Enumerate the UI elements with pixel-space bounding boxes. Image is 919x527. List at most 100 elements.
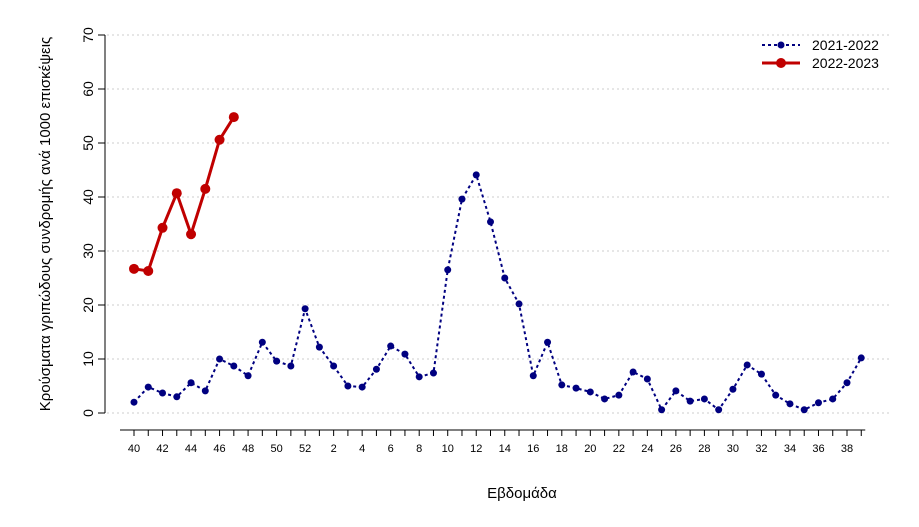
data-point	[130, 398, 138, 406]
data-point	[187, 379, 195, 387]
x-tick-label: 24	[641, 443, 653, 455]
data-point	[201, 387, 209, 395]
x-tick-label: 26	[670, 443, 682, 455]
data-point	[487, 218, 494, 226]
x-tick-label: 42	[156, 443, 168, 455]
x-tick-label: 14	[499, 443, 511, 455]
data-point	[287, 362, 295, 370]
x-tick-label: 4	[359, 443, 365, 455]
x-tick-label: 52	[299, 443, 311, 455]
y-tick-label: 30	[80, 243, 96, 259]
x-tick-label: 28	[698, 443, 710, 455]
data-point	[843, 379, 851, 387]
data-point	[173, 393, 181, 401]
data-point	[857, 354, 865, 362]
x-tick-label: 12	[470, 443, 482, 455]
x-tick-label: 44	[185, 443, 197, 455]
data-point	[230, 362, 238, 370]
data-point	[544, 338, 552, 346]
data-point	[772, 391, 780, 399]
x-tick-label: 40	[128, 443, 140, 455]
data-point	[157, 222, 168, 233]
x-axis-label: Εβδομάδα	[487, 485, 557, 502]
data-point	[159, 389, 167, 397]
data-point	[458, 195, 466, 203]
x-tick-label: 48	[242, 443, 254, 455]
data-point	[129, 263, 139, 274]
data-point	[244, 372, 252, 380]
data-point	[415, 373, 423, 381]
y-tick-label: 60	[80, 81, 96, 97]
data-point	[529, 372, 537, 380]
series-line	[133, 172, 863, 412]
y-tick-label: 70	[80, 27, 96, 43]
x-tick-label: 30	[727, 443, 739, 455]
data-point	[228, 112, 239, 123]
data-point	[814, 399, 822, 407]
data-point	[786, 400, 794, 408]
data-point	[729, 385, 737, 393]
data-point	[515, 300, 523, 308]
y-tick-label: 50	[80, 135, 96, 151]
data-point	[715, 406, 723, 414]
data-point	[700, 395, 708, 403]
data-point	[273, 357, 281, 365]
x-tick-label: 34	[784, 443, 796, 455]
y-tick-label: 10	[80, 351, 96, 367]
data-point	[143, 265, 154, 276]
legend-label: 2021-2022	[812, 37, 879, 53]
data-point	[171, 188, 182, 199]
data-point	[757, 370, 765, 378]
y-tick-label: 20	[80, 297, 96, 313]
data-point	[686, 397, 694, 405]
data-point	[372, 365, 380, 373]
data-point	[672, 387, 680, 395]
x-tick-label: 36	[812, 443, 824, 455]
data-point	[743, 361, 751, 369]
data-point	[429, 369, 437, 377]
y-tick-label: 0	[80, 409, 96, 417]
data-point	[387, 342, 395, 350]
data-point	[658, 406, 666, 414]
legend-marker	[777, 41, 785, 49]
x-tick-label: 46	[213, 443, 225, 455]
data-point	[829, 395, 837, 403]
x-tick-label: 38	[841, 443, 853, 455]
data-point	[200, 183, 211, 194]
data-point	[444, 266, 452, 274]
data-point	[258, 338, 266, 346]
x-tick-label: 10	[442, 443, 454, 455]
legend-label: 2022-2023	[812, 55, 879, 71]
y-tick-label: 40	[80, 189, 96, 205]
data-point	[643, 375, 651, 383]
data-point	[586, 388, 594, 396]
data-point	[615, 391, 623, 399]
data-point	[358, 383, 366, 391]
data-point	[330, 362, 338, 370]
data-point	[472, 171, 480, 179]
data-point	[401, 350, 409, 358]
data-point	[572, 384, 580, 392]
series-line	[133, 116, 236, 273]
x-tick-label: 20	[584, 443, 596, 455]
y-axis-label: Κρούσματα γριπώδους συνδρομής ανά 1000 ε…	[37, 37, 54, 412]
x-tick-label: 16	[527, 443, 539, 455]
x-tick-label: 2	[331, 443, 337, 455]
data-point	[800, 406, 808, 414]
data-point	[216, 355, 224, 363]
data-point	[214, 134, 225, 145]
data-point	[558, 381, 566, 389]
data-point	[344, 382, 352, 390]
x-tick-label: 8	[416, 443, 422, 455]
data-point	[501, 274, 509, 282]
x-tick-label: 18	[556, 443, 568, 455]
data-point	[144, 383, 152, 391]
x-tick-label: 6	[388, 443, 394, 455]
x-tick-label: 32	[755, 443, 767, 455]
data-point	[186, 229, 197, 240]
x-tick-label: 22	[613, 443, 625, 455]
data-point	[601, 395, 609, 403]
data-point	[629, 368, 637, 376]
data-point	[315, 343, 323, 351]
